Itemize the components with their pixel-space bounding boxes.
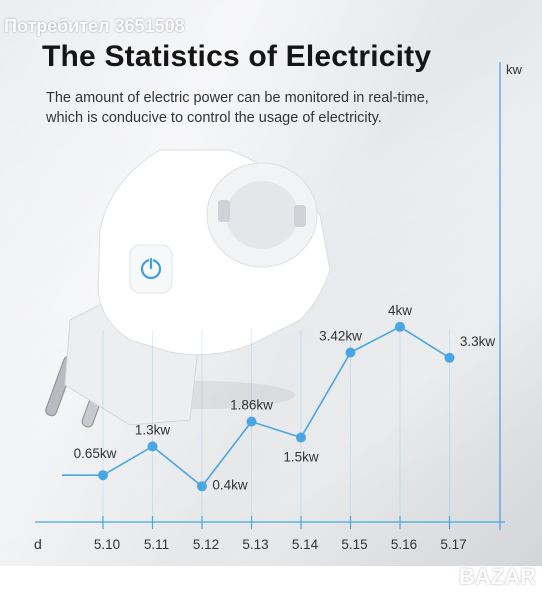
x-tick-label: 5.11	[144, 537, 169, 552]
data-label: 3.3kw	[460, 334, 496, 349]
x-tick-label: 5.13	[242, 537, 268, 552]
x-tick-label: 5.15	[341, 537, 367, 552]
bazar-watermark: BAZAR	[459, 564, 536, 589]
data-label: 1.5kw	[283, 450, 319, 465]
subtitle-line-1: The amount of electric power can be moni…	[46, 90, 429, 106]
data-point	[444, 352, 455, 363]
page-title: The Statistics of Electricity	[42, 40, 432, 73]
data-label: 0.4kw	[212, 477, 248, 492]
data-label: 1.86kw	[230, 398, 273, 413]
x-tick-labels: 5.10 5.11 5.12 5.13 5.14 5.15 5.16 5.17	[94, 537, 467, 552]
y-axis-label: kw	[506, 62, 523, 77]
data-label: 4kw	[388, 303, 412, 318]
data-label: 3.42kw	[319, 328, 362, 343]
x-tick-label: 5.10	[94, 537, 120, 552]
data-labels: 0.65kw 1.3kw 0.4kw 1.86kw 1.5kw 3.42kw 4kw 3.3k…	[74, 303, 496, 492]
data-point	[147, 441, 158, 452]
bottom-band	[0, 566, 542, 600]
data-point	[345, 347, 356, 358]
data-point	[98, 470, 108, 481]
x-tick-marks	[102, 516, 451, 529]
data-point	[246, 416, 257, 427]
data-point	[296, 432, 306, 443]
power-icon	[140, 257, 162, 280]
data-label: 0.65kw	[74, 446, 117, 461]
user-watermark: Потребител 3651508	[4, 16, 185, 36]
subtitle-line-2: which is conducive to control the usage …	[46, 110, 382, 126]
x-tick-label: 5.16	[391, 537, 417, 552]
smart-plug-illustration	[45, 149, 331, 428]
vertical-gridlines	[102, 330, 450, 530]
data-point	[395, 321, 405, 332]
data-point	[197, 481, 207, 492]
x-axis-label: d	[34, 536, 42, 552]
page-subtitle: The amount of electric power can be moni…	[46, 88, 486, 128]
x-tick-label: 5.17	[440, 537, 466, 552]
x-tick-label: 5.12	[193, 537, 219, 552]
data-points	[98, 321, 455, 492]
x-tick-label: 5.14	[292, 537, 319, 552]
data-label: 1.3kw	[135, 422, 171, 437]
